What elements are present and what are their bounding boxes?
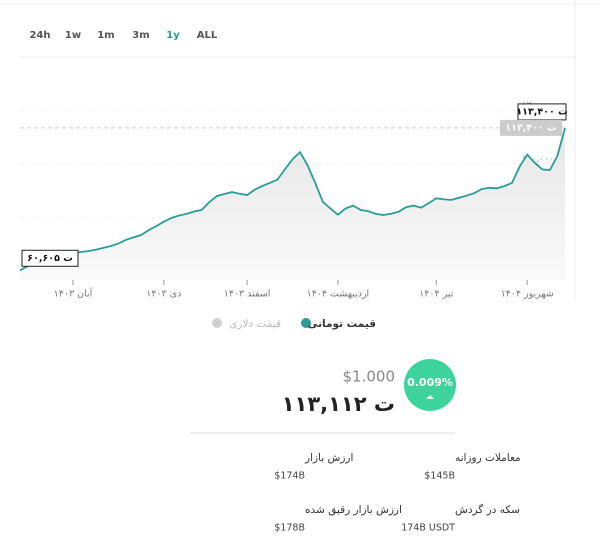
- x-tick-label: دی ۱۴۰۳: [146, 289, 181, 300]
- range-button[interactable]: 3m: [132, 30, 149, 41]
- annotation-label: ۱۱۳,۴۰۰ ت: [505, 122, 556, 133]
- stat-value: $145B: [424, 471, 455, 482]
- range-button[interactable]: 1w: [65, 30, 81, 41]
- stat-value: $174B: [274, 471, 305, 482]
- legend-label[interactable]: قیمت تومانی: [307, 318, 376, 330]
- x-tick-label: آبان ۱۴۰۳: [54, 287, 93, 300]
- price-line: [19, 127, 566, 272]
- stat-label: سکه در گردش: [455, 503, 520, 516]
- legend-dot: [212, 318, 222, 328]
- legend-label[interactable]: قیمت دلاری: [229, 318, 281, 330]
- toman-price: ۱۱۳,۱۱۲ ت: [282, 392, 395, 416]
- stat-label: ارزش بازار: [304, 452, 353, 464]
- stat-label: ارزش بازار رقیق شده: [305, 504, 402, 516]
- range-button[interactable]: 24h: [29, 30, 50, 41]
- change-value: 0.009%: [407, 376, 453, 389]
- usd-price: $1.000: [343, 368, 396, 386]
- range-button[interactable]: 1y: [166, 30, 180, 41]
- range-button[interactable]: ALL: [197, 30, 218, 41]
- annotation-label: ۱۱۳,۴۰۰ ت: [516, 106, 567, 117]
- up-arrow: [426, 395, 434, 399]
- annotation-box: [500, 119, 562, 136]
- annotation-label: ۶۰,۶۰۵ ت: [27, 253, 72, 264]
- stat-label: معاملات روزانه: [455, 452, 521, 464]
- x-tick-label: اسفند ۱۴۰۳: [224, 289, 271, 300]
- range-button[interactable]: 1m: [97, 30, 114, 41]
- y-tick-label: ۱۰۰,۰۰۰ ت: [522, 155, 565, 165]
- annotation-box: [21, 249, 79, 267]
- stat-value: 174B USDT: [401, 523, 455, 534]
- x-tick-label: اردیبهشت ۱۴۰۴: [307, 289, 370, 300]
- change-badge: [404, 359, 456, 411]
- x-tick-label: شهریور ۱۴۰۴: [501, 289, 554, 300]
- stat-value: $178B: [274, 523, 305, 534]
- area-fill: [20, 127, 565, 281]
- legend-dot: [301, 318, 311, 328]
- x-tick-label: تیر ۱۴۰۴: [419, 289, 454, 300]
